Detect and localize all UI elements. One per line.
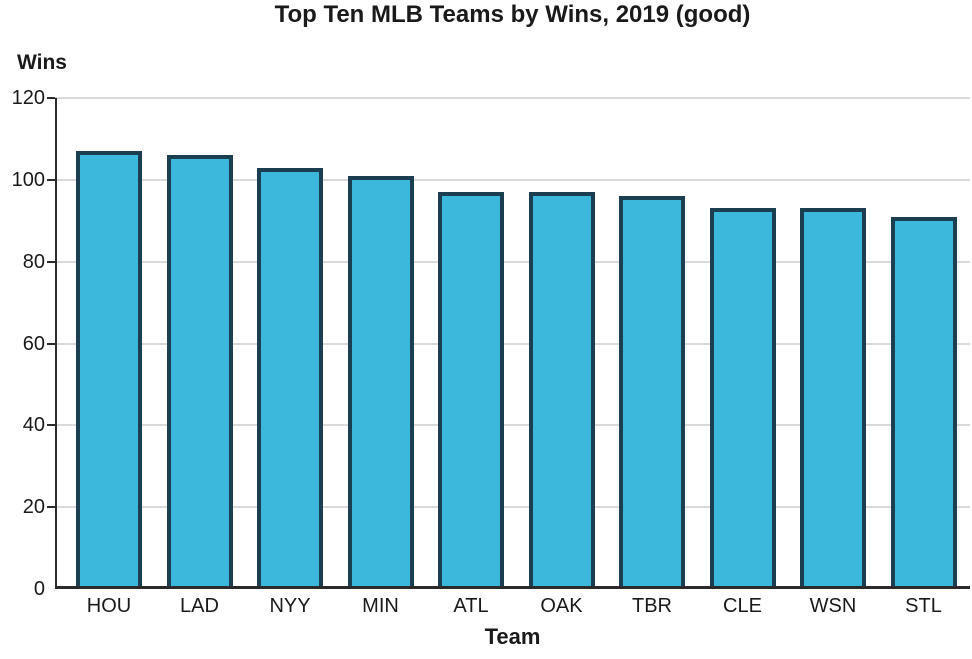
x-tick-label-OAK: OAK (540, 595, 583, 617)
x-axis-line (55, 586, 970, 589)
y-tick-label: 100 (11, 168, 45, 191)
plot-area (47, 97, 970, 589)
y-tick-label: 80 (22, 250, 45, 273)
y-tick-labels: 0 20 40 60 80 100 120 (0, 87, 45, 600)
x-tick-label-STL: STL (905, 595, 942, 617)
x-tick-label-WSN: WSN (809, 595, 857, 617)
y-axis-title: Wins (17, 51, 67, 74)
y-tick-label: 20 (22, 496, 45, 519)
y-axis-line (55, 98, 57, 589)
y-tick-mark (47, 506, 55, 509)
x-tick-label-TBR: TBR (632, 595, 672, 617)
bar-OAK (528, 192, 595, 589)
chart-title: Top Ten MLB Teams by Wins, 2019 (good) (274, 1, 751, 28)
bar-CLE (709, 208, 776, 589)
gridline (55, 97, 970, 99)
x-axis-title: Team (484, 624, 541, 649)
gridline (55, 424, 970, 427)
y-tick-mark (47, 260, 55, 263)
y-tick-label: 60 (22, 332, 45, 355)
x-tick-label-ATL: ATL (453, 595, 489, 617)
bar-TBR (619, 196, 685, 589)
x-tick-label-NYY: NYY (269, 595, 311, 617)
y-tick-label: 40 (22, 414, 45, 437)
bar-STL (890, 217, 957, 589)
bar-MIN (347, 176, 414, 589)
gridline (55, 342, 970, 345)
y-tick-label: 0 (33, 578, 45, 600)
gridline (55, 506, 970, 509)
y-tick-mark (47, 178, 55, 181)
x-tick-label-CLE: CLE (723, 595, 762, 617)
bar-NYY (257, 168, 323, 589)
y-tick-mark (47, 97, 55, 99)
x-tick-label-MIN: MIN (362, 595, 399, 617)
x-tick-labels: HOU LAD NYY MIN ATL OAK TBR CLE WSN STL (55, 593, 970, 619)
gridline (55, 260, 970, 263)
bar-ATL (438, 192, 504, 589)
x-tick-label-LAD: LAD (180, 595, 219, 617)
y-tick-mark (47, 424, 55, 427)
bar-WSN (800, 208, 866, 589)
gridline (55, 178, 970, 181)
bar-HOU (76, 151, 142, 589)
bar-LAD (166, 155, 233, 589)
y-tick-label: 120 (11, 87, 45, 109)
x-tick-label-HOU: HOU (86, 595, 132, 617)
y-tick-mark (47, 342, 55, 345)
